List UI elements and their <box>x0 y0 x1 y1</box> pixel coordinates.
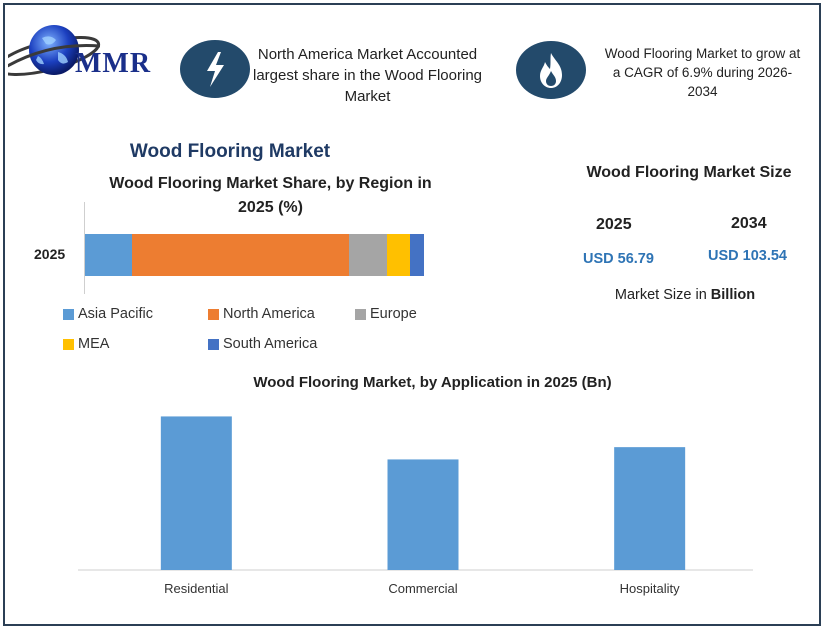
outer-frame <box>3 3 821 626</box>
globe-icon <box>0 25 101 77</box>
market-size-unit: Market Size in Billion <box>590 287 780 303</box>
year-2025-label: 2025 <box>596 216 632 233</box>
application-bar-chart: Residential Commercial Hospitality <box>78 416 753 596</box>
legend-label: North America <box>223 306 315 322</box>
year-2034-label: 2034 <box>731 215 767 232</box>
flame-icon <box>540 53 562 88</box>
bar-hospitality <box>614 447 686 570</box>
legend-item-asia-pacific: Asia Pacific <box>63 306 153 322</box>
legend-item-europe: Europe <box>355 306 417 322</box>
unit-bold: Billion <box>710 287 756 303</box>
legend-item-north-america: North America <box>208 306 315 322</box>
legend-item-south-america: South America <box>208 336 317 352</box>
share-chart-axis <box>84 202 85 294</box>
value-2025: USD 56.79 <box>583 251 654 267</box>
mmr-logo: MMR <box>0 22 168 92</box>
page-title: Wood Flooring Market <box>129 141 331 162</box>
legend-item-mea: MEA <box>63 336 109 352</box>
lightning-bolt-icon <box>207 52 224 87</box>
value-2034: USD 103.54 <box>708 248 787 264</box>
legend-swatch <box>355 308 366 320</box>
legend-swatch <box>63 308 74 320</box>
stack-segment-mea <box>386 234 411 276</box>
legend-swatch <box>63 338 74 350</box>
flame-badge <box>516 41 586 99</box>
highlight-cagr: Wood Flooring Market to grow at a CAGR o… <box>604 46 801 99</box>
legend-label: MEA <box>78 336 110 352</box>
bar-commercial <box>387 459 459 570</box>
share-chart-category-label: 2025 <box>34 246 66 262</box>
stack-segment-south-america <box>410 234 424 276</box>
x-tick-label-hospitality: Hospitality <box>620 581 680 596</box>
legend-swatch <box>208 338 219 350</box>
x-tick-label-commercial: Commercial <box>388 581 457 596</box>
share-chart-title: Wood Flooring Market Share, by Region in… <box>109 175 432 216</box>
legend-label: South America <box>223 336 318 352</box>
stack-segment-asia-pacific <box>85 234 133 276</box>
legend-label: Europe <box>370 306 417 322</box>
unit-prefix: Market Size in <box>614 287 707 303</box>
stack-segment-north-america <box>132 234 350 276</box>
legend-swatch <box>208 308 219 320</box>
market-size-title: Wood Flooring Market Size <box>586 164 792 181</box>
lightning-badge <box>180 40 250 98</box>
application-chart-title: Wood Flooring Market, by Application in … <box>253 374 612 391</box>
stack-segment-europe <box>349 234 387 276</box>
legend-label: Asia Pacific <box>78 306 153 322</box>
logo-text: MMR <box>75 48 152 79</box>
share-stacked-bar <box>85 234 424 276</box>
bar-residential <box>160 416 232 570</box>
highlight-north-america: North America Market Accounted largest s… <box>252 46 482 105</box>
x-tick-label-residential: Residential <box>164 581 228 596</box>
